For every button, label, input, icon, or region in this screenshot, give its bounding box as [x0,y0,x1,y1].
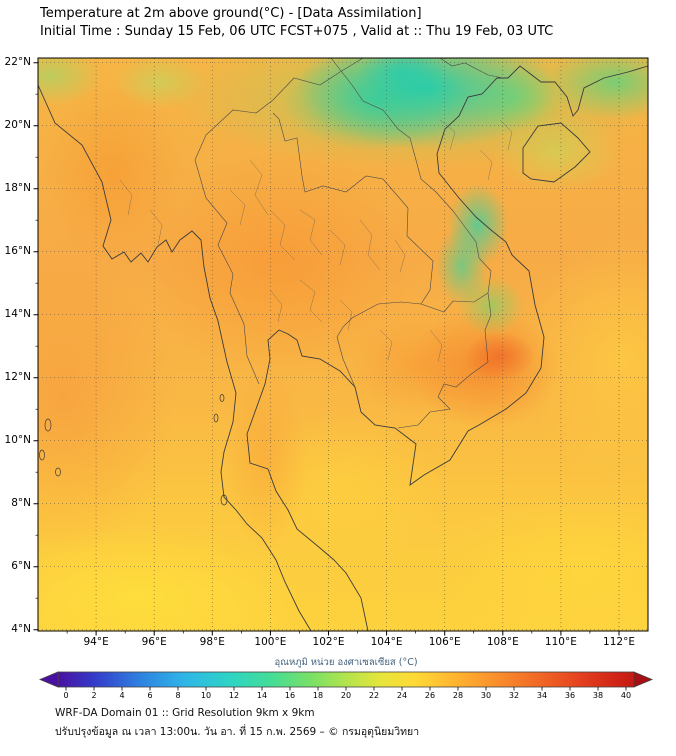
colorbar-tick-label: 28 [452,691,464,700]
colorbar-arrow-left [38,671,59,688]
lon-tick-label: 102°E [312,636,345,648]
colorbar-tick-label: 0 [63,691,69,700]
lat-tick-label: 14°N [4,308,31,321]
footer-update-info: ปรับปรุงข้อมูล ณ เวลา 13:00น. วัน อา. ที… [55,726,420,738]
lon-tick-label: 108°E [486,636,519,648]
lon-tick-label: 100°E [254,636,287,648]
colorbar-tick-label: 16 [284,691,296,700]
lat-tick-label: 18°N [4,182,31,195]
lat-tick-label: 22°N [4,56,31,69]
colorbar-tick-label: 24 [396,691,408,700]
map-title: Temperature at 2m above ground(°C) - [Da… [40,6,422,21]
footer-domain-info: WRF-DA Domain 01 :: Grid Resolution 9km … [55,707,315,719]
colorbar-tick-label: 14 [256,691,268,700]
colorbar-tick-label: 18 [312,691,324,700]
lat-tick-label: 8°N [11,497,31,510]
colorbar-tick-marks [65,687,627,691]
lat-axis: 22°N 20°N 18°N 16°N 14°N 12°N 10°N 8°N 6°N 4°N [0,0,34,756]
colorbar-tick-label: 32 [508,691,520,700]
lon-tick-label: 110°E [544,636,577,648]
colorbar-arrow-right [633,671,654,688]
colorbar-tick-label: 30 [480,691,492,700]
lat-tick-label: 16°N [4,245,31,258]
colorbar-tick-label: 34 [536,691,548,700]
colorbar-tick-label: 36 [564,691,576,700]
map-subtitle: Initial Time : Sunday 15 Feb, 06 UTC FCS… [40,24,554,39]
temperature-field [38,58,648,631]
colorbar-tick-label: 4 [119,691,125,700]
lon-tick-label: 106°E [428,636,461,648]
colorbar-tick-label: 10 [200,691,212,700]
colorbar-bar [57,671,635,688]
colorbar-tick-label: 20 [340,691,352,700]
lat-tick-label: 6°N [11,560,31,573]
lat-tick-label: 12°N [4,371,31,384]
colorbar-tick-label: 22 [368,691,380,700]
lat-tick-label: 4°N [11,623,31,636]
colorbar-tick-label: 6 [147,691,153,700]
lon-tick-label: 98°E [199,636,225,648]
colorbar-tick-label: 2 [91,691,97,700]
colorbar-tick-label: 26 [424,691,436,700]
colorbar-tick-label: 38 [592,691,604,700]
lat-tick-label: 20°N [4,119,31,132]
lon-tick-label: 112°E [603,636,635,648]
lon-tick-label: 94°E [83,636,109,648]
lat-tick-label: 10°N [4,434,31,447]
colorbar-tick-label: 40 [620,691,632,700]
colorbar-tick-label: 12 [228,691,240,700]
lon-tick-label: 104°E [370,636,403,648]
colorbar-tick-label: 8 [175,691,181,700]
colorbar-label: อุณหภูมิ หน่วย องศาเซลเซียส (°C) [274,657,418,668]
lon-tick-label: 96°E [141,636,167,648]
